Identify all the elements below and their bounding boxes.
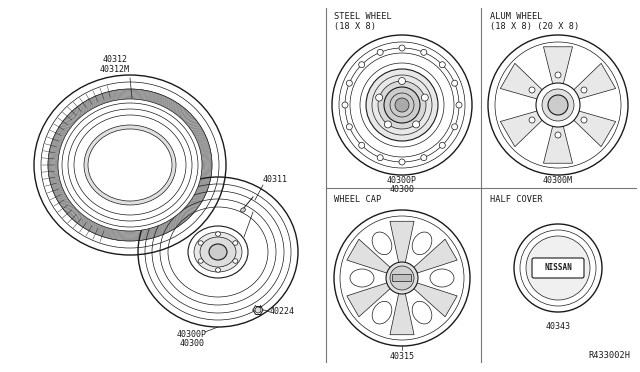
Circle shape: [529, 87, 535, 93]
Ellipse shape: [372, 301, 392, 324]
Circle shape: [399, 45, 405, 51]
Circle shape: [456, 102, 462, 108]
Text: NISSAN: NISSAN: [544, 263, 572, 273]
Ellipse shape: [233, 241, 238, 245]
Ellipse shape: [200, 237, 236, 267]
Circle shape: [536, 83, 580, 127]
Polygon shape: [543, 47, 573, 87]
Ellipse shape: [241, 208, 245, 212]
Ellipse shape: [233, 259, 238, 263]
FancyBboxPatch shape: [532, 258, 584, 278]
Polygon shape: [412, 282, 457, 317]
Circle shape: [526, 236, 590, 300]
Ellipse shape: [68, 109, 192, 221]
Ellipse shape: [88, 129, 172, 201]
Circle shape: [378, 81, 426, 129]
Circle shape: [529, 117, 535, 123]
Circle shape: [386, 262, 418, 294]
Ellipse shape: [209, 244, 227, 260]
Polygon shape: [500, 110, 545, 147]
Circle shape: [395, 98, 409, 112]
Text: 40300: 40300: [390, 185, 415, 194]
Ellipse shape: [430, 269, 454, 287]
Polygon shape: [571, 110, 616, 147]
Text: 40315: 40315: [390, 352, 415, 361]
Text: 40311: 40311: [263, 176, 288, 185]
Text: (18 X 8): (18 X 8): [334, 22, 376, 31]
FancyBboxPatch shape: [392, 275, 412, 282]
Ellipse shape: [350, 269, 374, 287]
Circle shape: [399, 159, 405, 165]
Circle shape: [421, 49, 427, 55]
Circle shape: [376, 94, 383, 101]
Polygon shape: [500, 63, 545, 100]
Ellipse shape: [62, 103, 198, 227]
Text: STEEL WHEEL: STEEL WHEEL: [334, 12, 392, 21]
Circle shape: [366, 69, 438, 141]
Circle shape: [542, 89, 574, 121]
Circle shape: [384, 87, 420, 123]
Circle shape: [358, 142, 365, 148]
Ellipse shape: [198, 241, 203, 245]
Text: 40300: 40300: [179, 339, 205, 348]
Ellipse shape: [58, 99, 202, 231]
Polygon shape: [571, 63, 616, 100]
Text: ALUM WHEEL: ALUM WHEEL: [490, 12, 543, 21]
Polygon shape: [390, 292, 414, 335]
Circle shape: [421, 155, 427, 161]
Circle shape: [346, 80, 353, 86]
Text: R433002H: R433002H: [588, 351, 630, 360]
Circle shape: [385, 121, 392, 128]
Text: 40224: 40224: [270, 308, 295, 317]
Ellipse shape: [198, 259, 203, 263]
Ellipse shape: [84, 125, 176, 205]
Circle shape: [377, 49, 383, 55]
Text: HALF COVER: HALF COVER: [490, 195, 543, 204]
Ellipse shape: [194, 232, 242, 272]
Ellipse shape: [216, 232, 221, 236]
Circle shape: [377, 155, 383, 161]
Polygon shape: [412, 239, 457, 274]
Circle shape: [439, 62, 445, 68]
Circle shape: [346, 124, 353, 130]
Text: (18 X 8) (20 X 8): (18 X 8) (20 X 8): [490, 22, 579, 31]
Circle shape: [421, 94, 428, 101]
Circle shape: [555, 72, 561, 78]
Circle shape: [399, 77, 406, 84]
Polygon shape: [390, 221, 414, 264]
Text: 40300P: 40300P: [177, 330, 207, 339]
Circle shape: [548, 95, 568, 115]
Circle shape: [439, 142, 445, 148]
Circle shape: [452, 80, 458, 86]
Ellipse shape: [412, 301, 432, 324]
Text: 40312M: 40312M: [100, 65, 130, 74]
Ellipse shape: [74, 115, 186, 215]
Circle shape: [358, 62, 365, 68]
Circle shape: [581, 87, 587, 93]
Circle shape: [390, 266, 414, 290]
Text: 40300M: 40300M: [543, 176, 573, 185]
Ellipse shape: [188, 226, 248, 278]
Ellipse shape: [216, 268, 221, 272]
Circle shape: [452, 124, 458, 130]
Polygon shape: [347, 282, 392, 317]
Circle shape: [555, 132, 561, 138]
Text: 40343: 40343: [545, 322, 570, 331]
Circle shape: [413, 121, 420, 128]
Ellipse shape: [412, 232, 432, 255]
Circle shape: [342, 102, 348, 108]
Text: 40300P: 40300P: [387, 176, 417, 185]
Circle shape: [581, 117, 587, 123]
Ellipse shape: [372, 232, 392, 255]
Text: 40312: 40312: [102, 55, 127, 64]
Polygon shape: [543, 122, 573, 163]
Polygon shape: [347, 239, 392, 274]
Circle shape: [255, 307, 261, 313]
Text: WHEEL CAP: WHEEL CAP: [334, 195, 381, 204]
